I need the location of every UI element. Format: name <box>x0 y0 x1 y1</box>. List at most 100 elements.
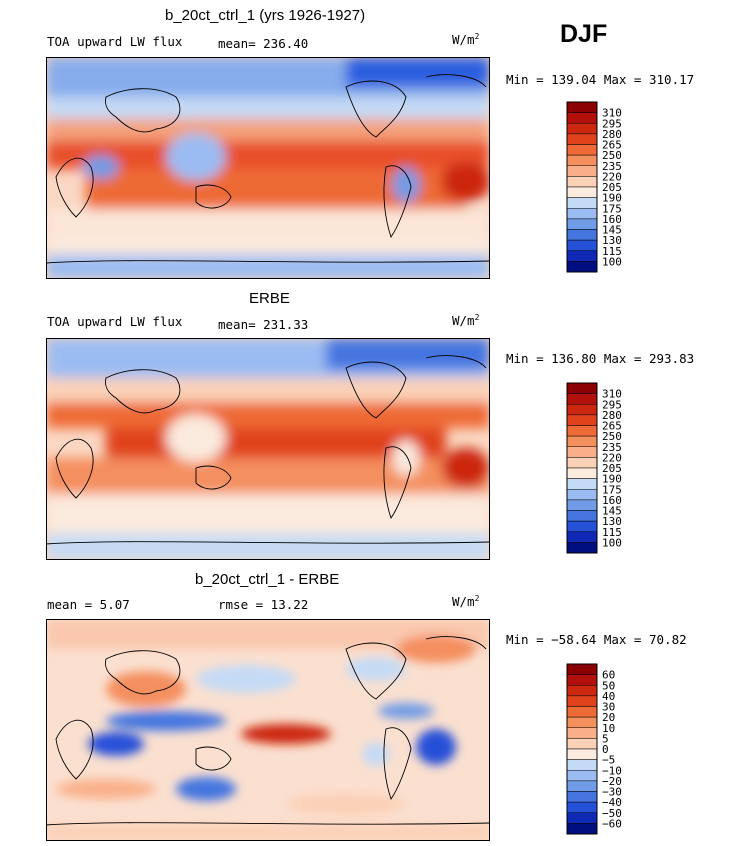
colorbar-swatch <box>566 229 598 241</box>
colorbar-label: 250 <box>602 149 622 162</box>
panel-2-variable-label: TOA upward LW flux <box>47 314 183 329</box>
colorbar-label: 280 <box>602 409 622 422</box>
colorbar-swatch <box>566 218 598 230</box>
colorbar-label: 60 <box>602 669 615 682</box>
panel-3-rmse-label: rmse = 13.22 <box>218 597 309 612</box>
panel-1-colorbar: 3102952802652502352202051901751601451301… <box>566 101 622 273</box>
colorbar-label: −60 <box>602 817 622 830</box>
colorbar-label: 250 <box>602 430 622 443</box>
colorbar-swatch <box>566 706 598 718</box>
colorbar-label: 5 <box>602 732 609 745</box>
colorbar-swatch <box>566 542 598 554</box>
colorbar-label: 50 <box>602 679 615 692</box>
colorbar-swatch <box>566 780 598 792</box>
colorbar-label: 220 <box>602 170 622 183</box>
colorbar-swatch <box>566 414 598 426</box>
colorbar-label: 205 <box>602 462 622 475</box>
colorbar-swatch <box>566 261 598 273</box>
panel-1-variable-label: TOA upward LW flux <box>47 34 183 49</box>
colorbar-swatch <box>566 738 598 750</box>
colorbar-swatch <box>566 208 598 220</box>
colorbar-label: 20 <box>602 711 615 724</box>
colorbar-label: 280 <box>602 128 622 141</box>
panel-3-minmax: Min = −58.64 Max = 70.82 <box>506 632 687 647</box>
colorbar-swatch <box>566 770 598 782</box>
colorbar-swatch <box>566 727 598 739</box>
colorbar-swatch <box>566 446 598 458</box>
colorbar-label: −40 <box>602 796 622 809</box>
colorbar-label: 175 <box>602 483 622 496</box>
colorbar-swatch <box>566 393 598 405</box>
colorbar-swatch <box>566 382 598 394</box>
colorbar-swatch <box>566 748 598 760</box>
colorbar-swatch <box>566 165 598 177</box>
panel-3-map <box>46 619 490 841</box>
colorbar-label: 190 <box>602 473 622 486</box>
colorbar-swatch <box>566 823 598 835</box>
colorbar-swatch <box>566 112 598 124</box>
colorbar-label: 10 <box>602 722 615 735</box>
colorbar-label: 295 <box>602 398 622 411</box>
panel-1-mean-label: mean= 236.40 <box>218 36 309 51</box>
colorbar-swatch <box>566 812 598 824</box>
panel-3-title: b_20ct_ctrl_1 - ERBE <box>195 571 340 588</box>
colorbar-label: 145 <box>602 224 622 237</box>
colorbar-label: 130 <box>602 234 622 247</box>
colorbar-label: 295 <box>602 117 622 130</box>
colorbar-swatch <box>566 457 598 469</box>
colorbar-swatch <box>566 716 598 728</box>
colorbar-label: 30 <box>602 701 615 714</box>
colorbar-swatch <box>566 154 598 166</box>
colorbar-swatch <box>566 489 598 501</box>
colorbar-label: 130 <box>602 515 622 528</box>
panel-2-title: ERBE <box>249 290 290 307</box>
colorbar-swatch <box>566 101 598 113</box>
colorbar-swatch <box>566 791 598 803</box>
colorbar-label: −10 <box>602 764 622 777</box>
colorbar-swatch <box>566 176 598 188</box>
panel-2-mean-label: mean= 231.33 <box>218 317 309 332</box>
colorbar-swatch <box>566 759 598 771</box>
colorbar-label: 190 <box>602 192 622 205</box>
colorbar-swatch <box>566 425 598 437</box>
colorbar-label: 205 <box>602 181 622 194</box>
colorbar-swatch <box>566 435 598 447</box>
colorbar-label: −20 <box>602 775 622 788</box>
season-label: DJF <box>560 20 608 48</box>
colorbar-label: 310 <box>602 107 622 120</box>
panel-3-mean-label: mean = 5.07 <box>47 597 130 612</box>
colorbar-swatch <box>566 663 598 675</box>
colorbar-label: 235 <box>602 441 622 454</box>
colorbar-swatch <box>566 685 598 697</box>
colorbar-swatch <box>566 404 598 416</box>
colorbar-swatch <box>566 801 598 813</box>
colorbar-label: 220 <box>602 451 622 464</box>
colorbar-swatch <box>566 467 598 479</box>
colorbar-swatch <box>566 250 598 262</box>
panel-1-minmax: Min = 139.04 Max = 310.17 <box>506 72 695 87</box>
colorbar-label: 145 <box>602 505 622 518</box>
colorbar-label: −30 <box>602 786 622 799</box>
colorbar-swatch <box>566 674 598 686</box>
colorbar-label: 175 <box>602 202 622 215</box>
colorbar-label: 160 <box>602 494 622 507</box>
colorbar-label: −50 <box>602 807 622 820</box>
colorbar-label: −5 <box>602 754 615 767</box>
panel-1-title: b_20ct_ctrl_1 (yrs 1926-1927) <box>165 7 366 24</box>
panel-1-map <box>46 57 490 279</box>
colorbar-swatch <box>566 197 598 209</box>
colorbar-label: 265 <box>602 420 622 433</box>
colorbar-label: 235 <box>602 160 622 173</box>
colorbar-swatch <box>566 186 598 198</box>
colorbar-swatch <box>566 123 598 135</box>
colorbar-label: 100 <box>602 536 622 549</box>
panel-2-units: W/m2 <box>452 313 480 329</box>
colorbar-label: 115 <box>602 245 622 258</box>
panel-2-map <box>46 338 490 560</box>
colorbar-label: 310 <box>602 388 622 401</box>
colorbar-swatch <box>566 239 598 251</box>
colorbar-swatch <box>566 133 598 145</box>
colorbar-swatch <box>566 695 598 707</box>
colorbar-swatch <box>566 531 598 543</box>
